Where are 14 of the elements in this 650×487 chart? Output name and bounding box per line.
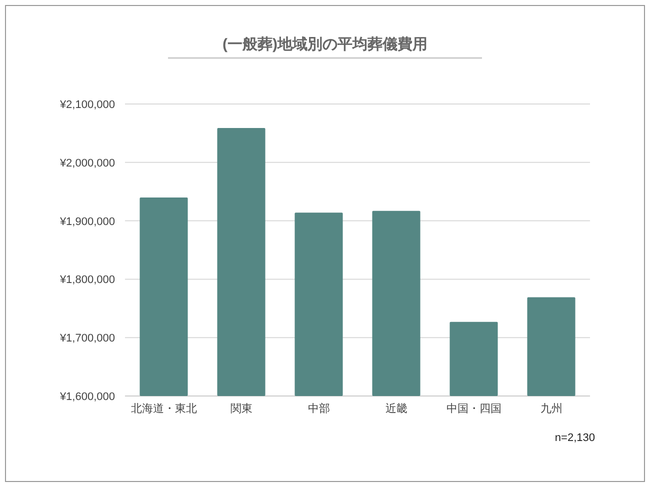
x-tick-label: 九州: [540, 402, 562, 415]
y-tick-label: ¥1,900,000: [58, 216, 115, 228]
x-tick-label: 近畿: [385, 402, 408, 415]
y-tick-label: ¥2,100,000: [58, 99, 115, 111]
y-tick-label: ¥2,000,000: [58, 157, 115, 170]
x-tick-label: 北海道・東北: [130, 402, 197, 415]
x-tick-label: 関東: [230, 402, 252, 415]
x-tick-label: 中国・四国: [446, 402, 502, 415]
y-tick-label: ¥1,600,000: [58, 391, 115, 403]
y-tick-label: ¥1,700,000: [58, 332, 115, 345]
chart-title: (一般葬)地域別の平均葬儀費用: [222, 36, 428, 53]
y-tick-label: ¥1,800,000: [58, 274, 115, 286]
x-tick-label: 中部: [308, 402, 330, 415]
text: n=2,130: [554, 432, 595, 444]
